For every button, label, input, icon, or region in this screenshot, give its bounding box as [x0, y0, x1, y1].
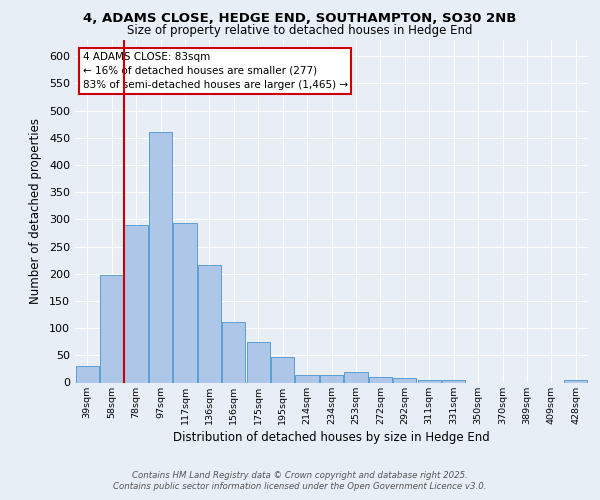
Bar — [100, 276, 123, 382]
Bar — [173, 223, 197, 382]
Text: 4 ADAMS CLOSE: 83sqm
← 16% of detached houses are smaller (277)
83% of semi-deta: 4 ADAMS CLOSE: 83sqm ← 16% of detached h… — [83, 52, 348, 90]
Text: Contains HM Land Registry data © Crown copyright and database right 2025.: Contains HM Land Registry data © Crown c… — [132, 471, 468, 480]
Bar — [418, 380, 441, 382]
Bar — [271, 358, 294, 382]
Bar — [295, 375, 319, 382]
Y-axis label: Number of detached properties: Number of detached properties — [29, 118, 42, 304]
Bar — [124, 225, 148, 382]
Bar — [198, 265, 221, 382]
Text: Size of property relative to detached houses in Hedge End: Size of property relative to detached ho… — [127, 24, 473, 37]
Bar — [320, 375, 343, 382]
Bar — [393, 378, 416, 382]
Text: Contains public sector information licensed under the Open Government Licence v3: Contains public sector information licen… — [113, 482, 487, 491]
Text: 4, ADAMS CLOSE, HEDGE END, SOUTHAMPTON, SO30 2NB: 4, ADAMS CLOSE, HEDGE END, SOUTHAMPTON, … — [83, 12, 517, 26]
Bar — [344, 372, 368, 382]
Bar — [369, 377, 392, 382]
Bar — [247, 342, 270, 382]
Bar — [149, 132, 172, 382]
Bar — [222, 322, 245, 382]
Bar — [76, 366, 99, 382]
X-axis label: Distribution of detached houses by size in Hedge End: Distribution of detached houses by size … — [173, 430, 490, 444]
Bar — [564, 380, 587, 382]
Bar — [442, 380, 465, 382]
